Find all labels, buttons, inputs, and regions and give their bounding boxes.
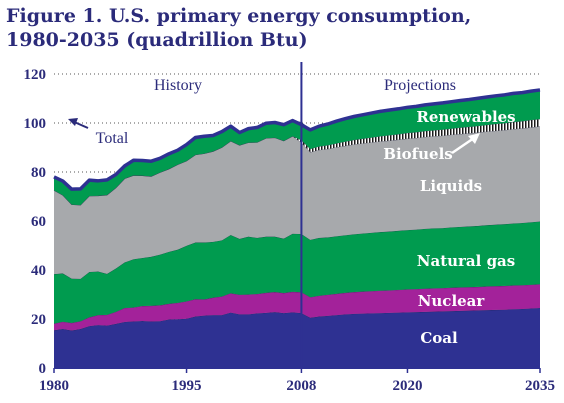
label-liquids: Liquids: [420, 177, 482, 195]
x-tick-label-2008: 2008: [286, 378, 316, 394]
y-tick-label-20: 20: [31, 312, 46, 328]
area-coal: [54, 307, 540, 368]
axes: 0 20 40 60 80 100 120 1980 1995 2008 2020 2035: [24, 67, 556, 394]
y-tick-label-100: 100: [24, 116, 47, 132]
biofuels-arrow-line: [451, 136, 475, 155]
x-tick-label-2020: 2020: [392, 378, 422, 394]
area-renewables: [54, 89, 540, 206]
label-biofuels: Biofuels: [383, 145, 452, 163]
title-line-2: 1980-2035 (quadrillion Btu): [6, 29, 308, 51]
x-tick-label-2035: 2035: [525, 378, 555, 394]
total-arrow-head: [68, 118, 78, 126]
x-tick-label-1995: 1995: [172, 378, 202, 394]
area-biofuels: [54, 119, 540, 206]
biofuels-arrow-head: [468, 133, 480, 144]
label-renewables: Renewables: [416, 108, 515, 126]
label-total: Total: [96, 130, 129, 147]
total-line: [53, 88, 541, 191]
y-tick-label-40: 40: [31, 263, 46, 279]
y-tick-label-120: 120: [24, 67, 47, 83]
y-tick-label-60: 60: [31, 214, 46, 230]
x-tick-label-1980: 1980: [39, 378, 69, 394]
area-labels: History Projections Total Renewables Biofuel…: [68, 77, 516, 347]
label-natural-gas: Natural gas: [417, 252, 515, 270]
y-tick-label-0: 0: [39, 361, 47, 377]
label-nuclear: Nuclear: [418, 292, 486, 310]
title-line-1: Figure 1. U.S. primary energy consumptio…: [6, 5, 472, 27]
area-natural-gas: [54, 221, 540, 324]
edge-biofuels: [53, 118, 541, 206]
chart-title: Figure 1. U.S. primary energy consumptio…: [6, 4, 558, 52]
area-liquids: [54, 126, 540, 279]
area-nuclear: [54, 284, 540, 331]
label-projections: Projections: [384, 77, 456, 94]
label-history: History: [154, 77, 202, 94]
y-tick-label-80: 80: [31, 165, 46, 181]
label-coal: Coal: [420, 329, 458, 347]
stacked-areas: [53, 89, 541, 368]
overlay: [53, 62, 541, 368]
